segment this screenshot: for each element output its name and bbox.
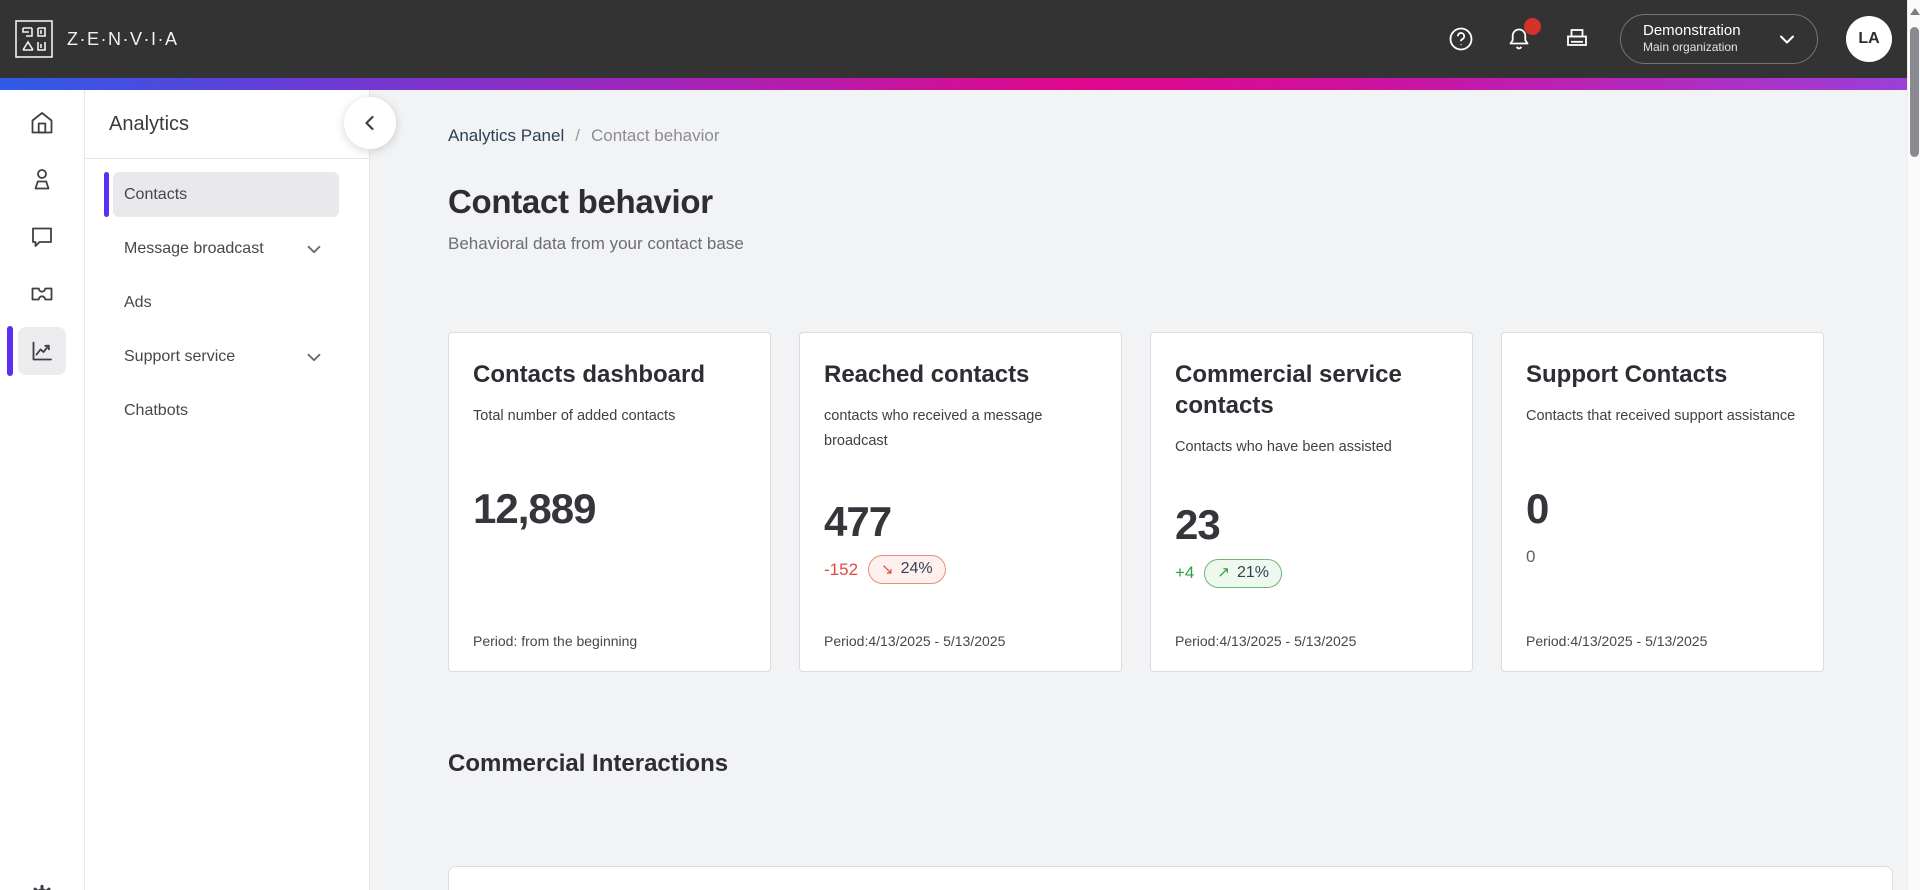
brand-name: Z·E·N·V·I·A	[67, 28, 179, 49]
breadcrumb-current: Contact behavior	[590, 126, 720, 145]
card-period: Period: from the beginning	[473, 632, 638, 649]
sidebar-collapse-button[interactable]	[344, 97, 396, 149]
user-avatar[interactable]: LA	[1846, 16, 1892, 62]
trend-percent: 21%	[1236, 563, 1269, 581]
rail-item-home[interactable]	[18, 99, 66, 147]
ticket-icon	[28, 280, 56, 308]
sidebar-item-support-service[interactable]: Support service	[113, 334, 339, 379]
sidebar-item-ads[interactable]: Ads	[113, 280, 339, 325]
card-description: Contacts that received support assistanc…	[1526, 408, 1796, 425]
print-icon[interactable]	[1562, 24, 1592, 54]
gear-icon	[28, 882, 56, 890]
trend-up-arrow-icon: ↗	[1217, 564, 1230, 581]
avatar-initials: LA	[1858, 30, 1880, 47]
commercial-interactions-card	[448, 866, 1893, 890]
card-value: 477	[824, 497, 892, 545]
card-support-contacts: Support Contacts Contacts that received …	[1501, 332, 1824, 672]
sidebar-item-label: Message broadcast	[124, 239, 264, 257]
chevron-down-icon	[303, 238, 325, 260]
breadcrumb-analytics-panel[interactable]: Analytics Panel	[448, 126, 565, 145]
card-description: Contacts who have been assisted	[1175, 439, 1392, 456]
card-value: 12,889	[473, 485, 596, 533]
sidebar-item-contacts[interactable]: Contacts	[104, 172, 339, 217]
kpi-cards-row: Contacts dashboard Total number of added…	[448, 332, 1920, 672]
organization-subtitle: Main organization	[1643, 40, 1738, 55]
card-title: Commercial service contacts	[1175, 361, 1402, 420]
scrollbar-thumb[interactable]	[1910, 27, 1919, 157]
sidebar-item-chatbots[interactable]: Chatbots	[113, 388, 339, 433]
chevron-left-icon	[358, 111, 382, 135]
sidebar-title: Analytics	[109, 112, 190, 135]
sidebar-item-message-broadcast[interactable]: Message broadcast	[113, 226, 339, 271]
card-delta: 0	[1526, 547, 1536, 567]
sidebar-divider	[85, 158, 369, 159]
card-description: Total number of added contacts	[473, 408, 676, 425]
card-value: 23	[1175, 501, 1221, 548]
chevron-down-icon	[303, 346, 325, 368]
organization-name: Demonstration	[1643, 21, 1741, 39]
card-value: 0	[1526, 485, 1549, 533]
rail-item-tickets[interactable]	[18, 270, 66, 318]
page-title: Contact behavior	[448, 183, 713, 220]
notifications-bell-icon[interactable]	[1504, 18, 1541, 54]
line-chart-icon	[28, 337, 56, 365]
card-title: Reached contacts	[824, 361, 1030, 388]
section-title-commercial-interactions: Commercial Interactions	[448, 750, 729, 777]
notification-dot	[1524, 18, 1541, 35]
card-period: Period:4/13/2025 - 5/13/2025	[824, 633, 1006, 649]
sidebar-item-label: Contacts	[124, 185, 188, 203]
card-period: Period:4/13/2025 - 5/13/2025	[1175, 632, 1357, 649]
rail-item-contacts[interactable]	[18, 156, 66, 204]
help-icon[interactable]	[1446, 24, 1476, 54]
card-delta: +4	[1175, 563, 1195, 582]
card-title: Support Contacts	[1526, 361, 1728, 388]
breadcrumb-separator: /	[575, 126, 580, 145]
brand-gradient-bar	[0, 78, 1920, 90]
sidebar-item-label: Support service	[124, 347, 236, 365]
trend-badge-down: ↘ 24%	[868, 555, 946, 585]
organization-switcher[interactable]: Demonstration Main organization	[1620, 13, 1818, 65]
trend-badge-up: ↗ 21%	[1204, 558, 1282, 588]
breadcrumb: Analytics Panel / Contact behavior	[448, 126, 1920, 146]
scrollbar-up-arrow-icon[interactable]	[1910, 8, 1920, 15]
person-icon	[28, 166, 56, 194]
rail-item-conversations[interactable]	[18, 213, 66, 261]
chat-bubble-icon	[28, 223, 56, 251]
card-reached-contacts: Reached contacts contacts who received a…	[799, 332, 1122, 672]
home-icon	[28, 109, 56, 137]
chevron-down-icon	[1759, 27, 1799, 51]
card-description: contacts who received a message broadcas…	[824, 408, 1043, 449]
topbar: Z·E·N·V·I·A	[0, 0, 1920, 78]
main-content: Analytics Panel / Contact behavior Conta…	[370, 90, 1920, 890]
icon-rail	[0, 90, 85, 890]
card-commercial-service-contacts: Commercial service contacts Contacts who…	[1150, 332, 1473, 672]
rail-item-analytics[interactable]	[7, 326, 66, 376]
card-title: Contacts dashboard	[473, 361, 706, 388]
card-period: Period:4/13/2025 - 5/13/2025	[1526, 632, 1708, 649]
analytics-sidebar: Analytics Contacts Message broadcast Ads…	[85, 90, 370, 890]
zenvia-logo[interactable]: Z·E·N·V·I·A	[14, 19, 178, 59]
trend-percent: 24%	[900, 560, 933, 578]
sidebar-item-label: Ads	[124, 293, 152, 311]
trend-down-arrow-icon: ↘	[881, 560, 894, 578]
sidebar-item-label: Chatbots	[124, 401, 189, 419]
card-delta: -152	[824, 559, 859, 579]
card-contacts-dashboard: Contacts dashboard Total number of added…	[448, 332, 771, 672]
zenvia-logo-icon	[14, 19, 54, 59]
rail-item-settings[interactable]	[18, 872, 66, 890]
scrollbar[interactable]	[1907, 0, 1920, 890]
page-subtitle: Behavioral data from your contact base	[448, 234, 744, 253]
